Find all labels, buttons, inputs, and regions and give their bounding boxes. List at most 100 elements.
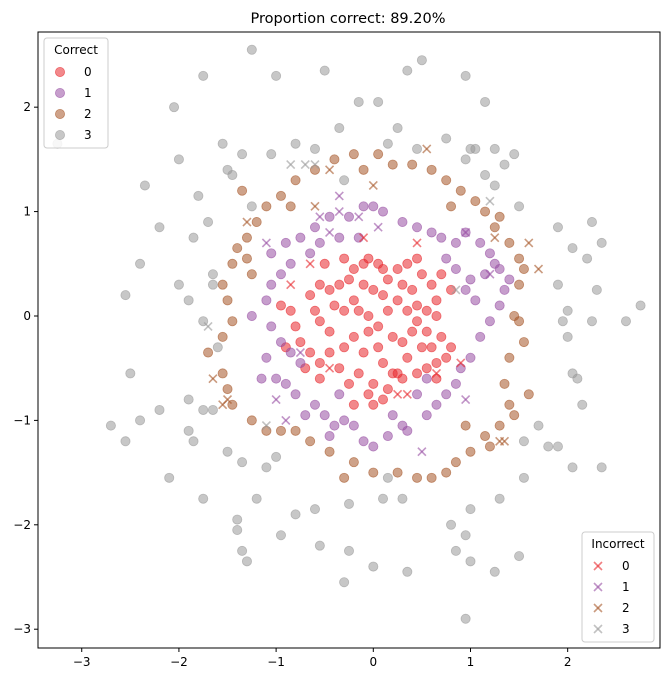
correct-point-class-0	[431, 310, 442, 321]
correct-point-class-0	[324, 326, 335, 337]
correct-point-class-3	[596, 237, 607, 248]
correct-point-class-3	[309, 143, 320, 154]
correct-point-class-0	[324, 284, 335, 295]
correct-point-class-1	[285, 347, 296, 358]
incorrect-point-class-1	[271, 394, 281, 405]
correct-point-class-1	[368, 201, 379, 212]
incorrect-point-class-0	[402, 389, 412, 399]
correct-point-class-0	[412, 368, 423, 379]
correct-point-class-2	[373, 149, 384, 160]
correct-point-class-0	[412, 316, 423, 327]
incorrect-point-class-2	[422, 144, 432, 154]
correct-point-class-0	[305, 290, 316, 301]
correct-point-class-3	[198, 493, 209, 504]
correct-point-class-0	[295, 337, 306, 348]
correct-point-class-3	[198, 70, 209, 81]
correct-point-class-0	[392, 368, 403, 379]
correct-point-class-3	[169, 102, 180, 113]
correct-point-class-0	[334, 279, 345, 290]
correct-point-class-3	[319, 65, 330, 76]
correct-point-class-1	[275, 269, 286, 280]
correct-point-class-3	[460, 530, 471, 541]
correct-point-class-1	[499, 284, 510, 295]
correct-point-class-1	[280, 378, 291, 389]
correct-point-class-3	[227, 170, 238, 181]
correct-point-class-2	[460, 420, 471, 431]
correct-point-class-0	[378, 290, 389, 301]
correct-point-class-2	[358, 164, 369, 175]
correct-point-class-1	[290, 389, 301, 400]
correct-point-class-3	[635, 300, 646, 311]
correct-point-class-0	[402, 258, 413, 269]
correct-point-class-2	[324, 446, 335, 457]
correct-point-class-1	[426, 227, 437, 238]
correct-point-class-0	[397, 337, 408, 348]
correct-point-class-3	[266, 149, 277, 160]
correct-point-class-1	[470, 295, 481, 306]
correct-point-class-0	[446, 342, 457, 353]
incorrect-point-class-1	[373, 222, 383, 232]
correct-point-class-1	[305, 248, 316, 259]
incorrect-point-class-0	[393, 389, 403, 399]
correct-point-class-2	[217, 368, 228, 379]
correct-point-class-0	[436, 269, 447, 280]
correct-point-class-0	[348, 399, 359, 410]
correct-point-class-0	[421, 305, 432, 316]
correct-point-class-0	[441, 352, 452, 363]
correct-point-class-2	[275, 190, 286, 201]
correct-point-class-0	[378, 394, 389, 405]
y-tick-label: −1	[13, 413, 31, 427]
correct-point-class-0	[382, 305, 393, 316]
legend-marker	[593, 603, 603, 613]
correct-point-class-3	[183, 425, 194, 436]
correct-point-class-2	[232, 243, 243, 254]
correct-point-class-3	[290, 138, 301, 149]
correct-point-class-0	[407, 326, 418, 337]
correct-point-class-2	[387, 159, 398, 170]
correct-point-class-0	[363, 389, 374, 400]
correct-point-class-1	[387, 410, 398, 421]
correct-point-class-3	[514, 551, 525, 562]
correct-point-class-3	[207, 279, 218, 290]
correct-point-class-2	[305, 436, 316, 447]
incorrect-point-class-0	[412, 238, 422, 248]
correct-point-class-0	[368, 399, 379, 410]
legend-marker	[55, 67, 66, 78]
correct-point-class-3	[567, 368, 578, 379]
correct-point-class-1	[421, 410, 432, 421]
correct-point-class-3	[470, 143, 481, 154]
correct-point-class-3	[309, 504, 320, 515]
correct-point-class-2	[246, 269, 257, 280]
incorrect-point-class-3	[261, 421, 271, 431]
correct-point-class-0	[339, 305, 350, 316]
correct-point-class-3	[198, 404, 209, 415]
correct-point-class-0	[436, 331, 447, 342]
correct-point-class-2	[484, 441, 495, 452]
correct-point-class-3	[567, 243, 578, 254]
correct-point-class-3	[397, 493, 408, 504]
correct-point-class-3	[373, 96, 384, 107]
correct-point-class-0	[407, 284, 418, 295]
correct-point-class-3	[518, 472, 529, 483]
y-tick-label: −3	[13, 622, 31, 636]
correct-point-class-3	[154, 404, 165, 415]
correct-point-class-3	[203, 217, 214, 228]
correct-point-class-2	[518, 337, 529, 348]
legend-entry-label: 0	[84, 65, 92, 79]
correct-point-class-3	[465, 556, 476, 567]
correct-point-class-2	[368, 467, 379, 478]
incorrect-point-class-1	[334, 207, 344, 217]
correct-point-class-0	[343, 274, 354, 285]
incorrect-point-class-0	[324, 363, 335, 373]
correct-point-class-3	[105, 420, 116, 431]
legend-marker	[593, 624, 603, 634]
correct-point-class-3	[217, 138, 228, 149]
correct-point-class-0	[368, 378, 379, 389]
correct-point-class-1	[295, 232, 306, 243]
correct-point-class-0	[397, 279, 408, 290]
incorrect-point-class-0	[456, 358, 466, 368]
correct-point-class-1	[431, 399, 442, 410]
correct-point-class-3	[343, 498, 354, 509]
correct-point-class-2	[480, 431, 491, 442]
correct-point-class-1	[319, 410, 330, 421]
